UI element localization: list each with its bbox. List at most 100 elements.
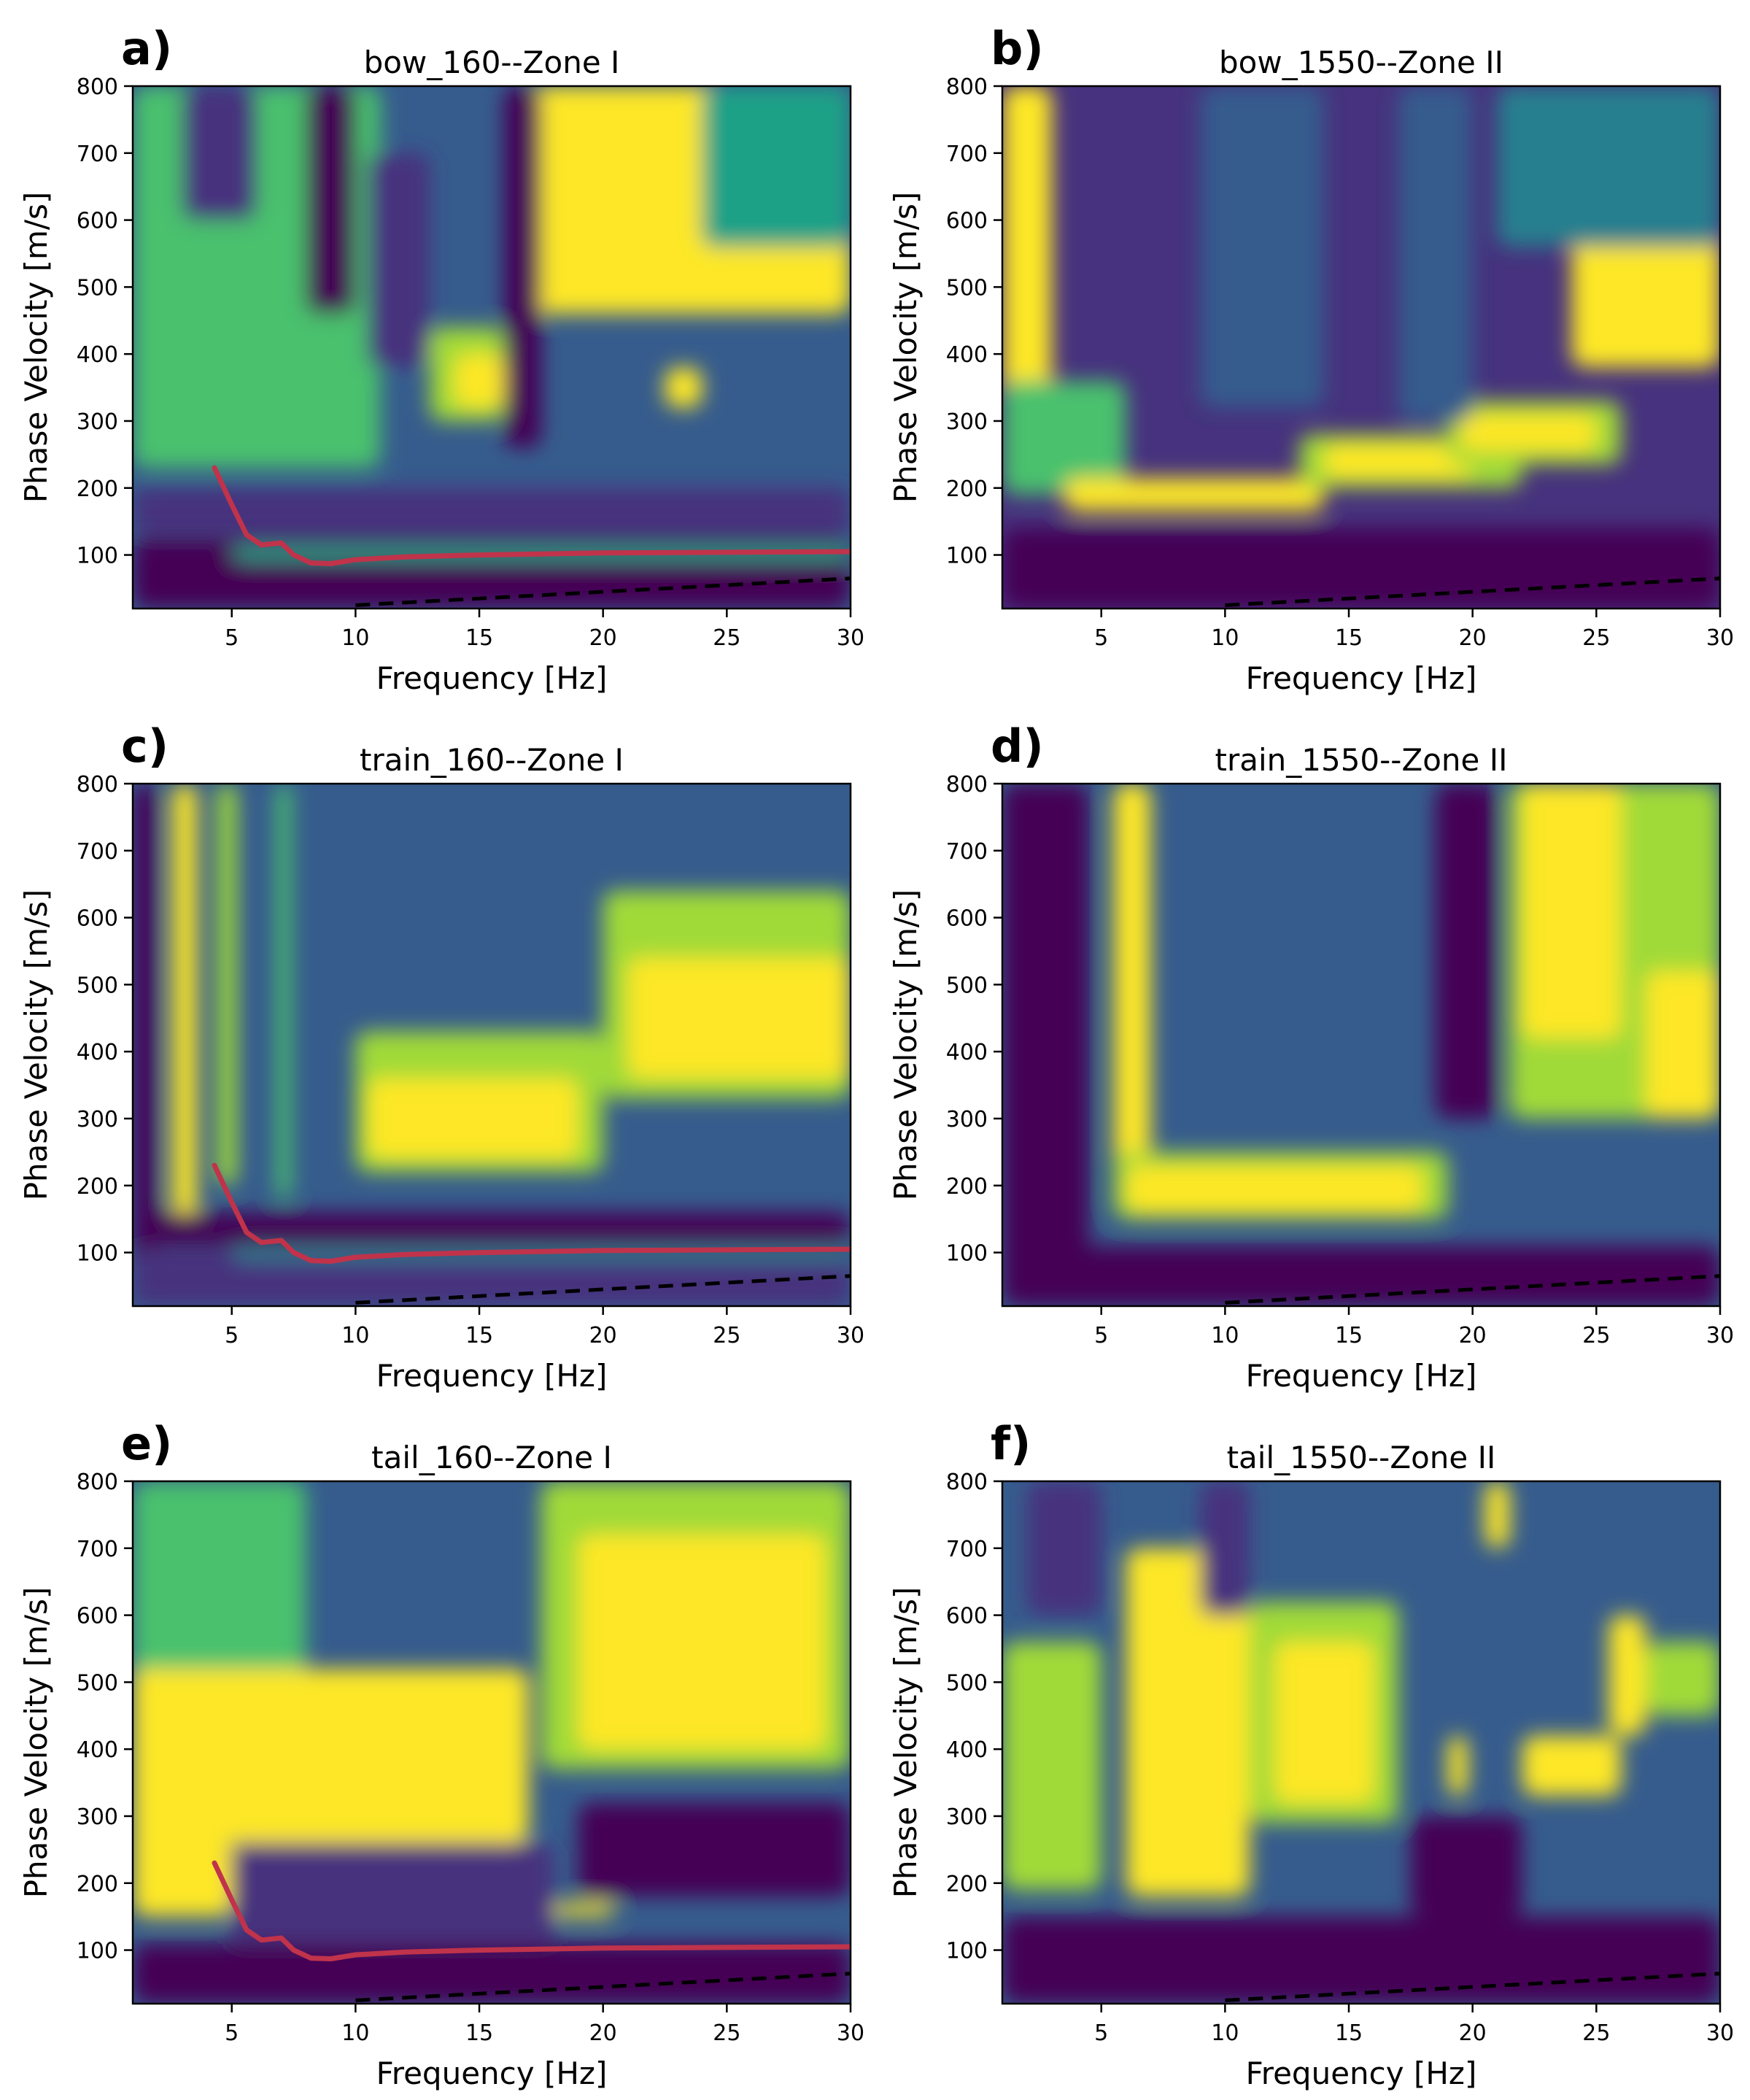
chart-title: tail_1550--Zone II — [1227, 1440, 1496, 1475]
panel-label: c) — [121, 719, 169, 773]
x-tick-label: 10 — [1211, 625, 1239, 651]
x-tick-label: 20 — [589, 625, 617, 651]
plot-frame — [131, 782, 852, 1308]
heatmap-region-12 — [1200, 1481, 1250, 1615]
panel-e: 5 10 15 20 25 30 100 200 300 400 500 600 700 800 Frequ… — [18, 1417, 864, 2091]
heatmap-region-0 — [1002, 784, 1089, 1306]
heatmap-region-6 — [1522, 1735, 1622, 1796]
panel-label: f) — [991, 1417, 1031, 1470]
x-tick-label: 15 — [1335, 1323, 1363, 1348]
y-tick-label: 700 — [77, 1537, 118, 1562]
y-tick-label: 400 — [946, 342, 988, 368]
panel-b: 5 10 15 20 25 30 100 200 300 400 500 600 700 800 Frequ… — [888, 22, 1734, 696]
panel-c: 5 10 15 20 25 30 100 200 300 400 500 600 700 800 Frequ… — [18, 719, 864, 1394]
x-tick-label: 30 — [1706, 1323, 1734, 1348]
x-axis-label: Frequency [Hz] — [376, 1358, 608, 1394]
chart-title: train_1550--Zone II — [1215, 742, 1507, 778]
heatmap-region-11 — [133, 487, 851, 536]
y-tick-label: 700 — [946, 839, 988, 865]
y-tick-label: 300 — [77, 1804, 118, 1830]
heatmap-region-5 — [553, 1903, 616, 1917]
heatmap-region-10 — [1410, 1815, 1522, 1917]
x-tick-label: 10 — [341, 2020, 369, 2046]
heatmap-region-2 — [217, 784, 237, 1186]
y-tick-label: 100 — [946, 1241, 988, 1267]
y-tick-label: 200 — [946, 1174, 988, 1200]
x-tick-label: 5 — [225, 1323, 239, 1348]
x-tick-label: 25 — [713, 2020, 740, 2046]
y-tick-label: 400 — [77, 1040, 118, 1065]
x-tick-label: 25 — [713, 625, 740, 651]
panel-label: b) — [991, 22, 1044, 75]
y-tick-label: 500 — [77, 275, 118, 301]
y-tick-label: 100 — [77, 544, 118, 569]
panel-f: 5 10 15 20 25 30 100 200 300 400 500 600 700 800 Frequ… — [888, 1417, 1734, 2091]
y-tick-label: 700 — [946, 142, 988, 167]
heatmap-region-2 — [133, 1709, 232, 1917]
picked-dispersion-curve — [212, 1162, 851, 1264]
x-tick-label: 10 — [1211, 2020, 1239, 2046]
x-tick-label: 25 — [713, 1323, 740, 1348]
x-tick-label: 15 — [1335, 2020, 1363, 2046]
heatmap-region-8 — [578, 1802, 851, 1897]
y-tick-label: 200 — [77, 476, 118, 502]
x-tick-label: 25 — [1582, 1323, 1610, 1348]
x-tick-label: 30 — [837, 1323, 864, 1348]
x-axis-label: Frequency [Hz] — [376, 2055, 608, 2091]
plot-frame — [131, 1480, 852, 2005]
heatmap-region-7 — [627, 957, 851, 1078]
x-axis-label: Frequency [Hz] — [1246, 660, 1477, 696]
y-tick-label: 400 — [77, 1737, 118, 1763]
heatmap-region-9 — [1200, 86, 1325, 408]
y-tick-label: 800 — [77, 1470, 118, 1495]
chart-title: bow_160--Zone I — [364, 45, 620, 80]
heatmap-region-7 — [1435, 784, 1498, 1119]
heatmap-region-1 — [172, 784, 198, 1219]
y-tick-label: 700 — [946, 1537, 988, 1562]
heatmap-region-8 — [306, 86, 356, 314]
plot-frame — [1001, 85, 1722, 610]
y-tick-label: 600 — [946, 209, 988, 234]
y-tick-label: 800 — [946, 772, 988, 798]
heatmap-region-3 — [276, 784, 292, 1200]
plot-frame — [1001, 1480, 1722, 2005]
heatmap-region-6 — [1646, 971, 1720, 1119]
y-tick-label: 100 — [946, 1939, 988, 1964]
x-tick-label: 5 — [225, 2020, 239, 2046]
y-tick-label: 300 — [77, 409, 118, 435]
x-axis-label: Frequency [Hz] — [1246, 1358, 1477, 1394]
x-tick-label: 30 — [837, 625, 864, 651]
y-tick-label: 200 — [946, 1872, 988, 1897]
heatmap-region-10 — [503, 86, 541, 448]
y-tick-label: 400 — [946, 1737, 988, 1763]
y-tick-label: 800 — [77, 772, 118, 798]
x-tick-label: 25 — [1582, 625, 1610, 651]
heatmap-region-7 — [1608, 1615, 1646, 1736]
heatmap-region-0 — [133, 1481, 306, 1716]
panel-label: a) — [121, 22, 172, 75]
heatmap-region-5 — [368, 1078, 578, 1159]
y-axis-label: Phase Velocity [m/s] — [888, 1587, 924, 1899]
x-tick-label: 20 — [589, 1323, 617, 1348]
y-tick-label: 700 — [77, 142, 118, 167]
heatmap-region-5 — [1484, 1481, 1510, 1548]
y-axis-label: Phase Velocity [m/s] — [18, 1587, 54, 1899]
heatmap-region-5 — [1522, 784, 1622, 1038]
x-tick-label: 30 — [837, 2020, 864, 2046]
y-tick-label: 400 — [946, 1040, 988, 1065]
x-tick-label: 20 — [1459, 2020, 1487, 2046]
y-tick-label: 500 — [946, 275, 988, 301]
heatmap-region-7 — [1571, 233, 1720, 368]
x-tick-label: 5 — [1094, 1323, 1108, 1348]
heatmap-region-4 — [1324, 444, 1473, 478]
x-tick-label: 20 — [1459, 625, 1487, 651]
y-tick-label: 200 — [946, 476, 988, 502]
y-axis-label: Phase Velocity [m/s] — [888, 192, 924, 503]
dashed-reference-line — [355, 576, 851, 607]
heatmap-region-6 — [665, 367, 702, 408]
panel-a: 5 10 15 20 25 30 100 200 300 400 500 600 700 800 Frequ… — [18, 22, 864, 696]
dashed-reference-line — [355, 1972, 851, 2002]
heatmap-region-8 — [133, 1212, 851, 1246]
panel-d: 5 10 15 20 25 30 100 200 300 400 500 600 700 800 Frequ… — [888, 719, 1734, 1394]
x-tick-label: 5 — [1094, 2020, 1108, 2046]
